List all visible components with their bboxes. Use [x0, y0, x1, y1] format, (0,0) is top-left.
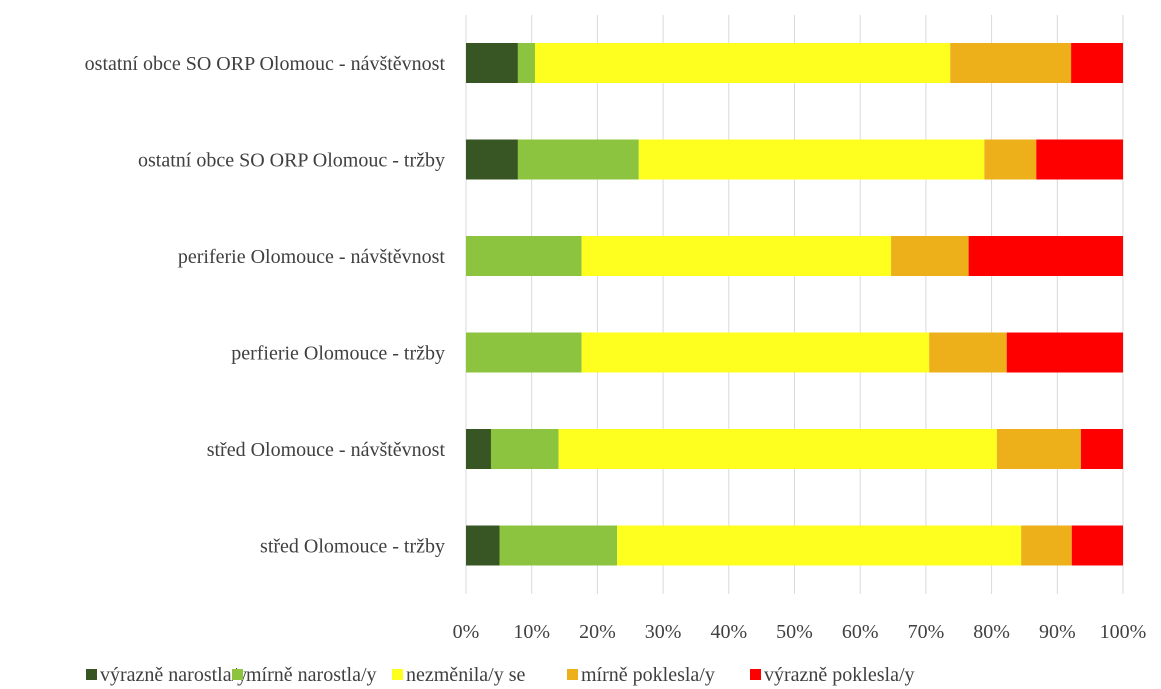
bar-segment	[1071, 43, 1123, 83]
x-tick-label: 30%	[645, 621, 682, 643]
bars	[466, 43, 1123, 566]
bar-segment	[466, 525, 500, 566]
x-tick-label: 50%	[776, 621, 813, 643]
legend-label: mírně poklesla/y	[581, 664, 715, 686]
x-axis-tick-labels: 0% 10% 20% 30% 40% 50% 60% 70% 80% 90% 100%	[453, 621, 1147, 643]
x-tick-label: 100%	[1100, 621, 1147, 643]
bar-segment	[950, 43, 1072, 83]
bar-segment	[968, 236, 1123, 276]
legend-swatch	[86, 669, 97, 680]
bar-segment	[534, 43, 951, 83]
bar-segment	[581, 332, 930, 373]
bar-segment	[466, 332, 582, 373]
bar-segment	[984, 139, 1037, 180]
x-tick-label: 70%	[908, 621, 945, 643]
bar-segment	[466, 43, 518, 83]
bar-segment	[617, 525, 1022, 566]
bar-segment	[466, 236, 582, 276]
category-labels: ostatní obce SO ORP Olomouc - návštěvnos…	[85, 53, 446, 558]
bar-segment	[1080, 429, 1123, 469]
bar-segment	[891, 236, 969, 276]
x-tick-label: 80%	[973, 621, 1010, 643]
x-tick-label: 40%	[710, 621, 747, 643]
bar-segment	[466, 139, 518, 180]
legend-label: výrazně poklesla/y	[764, 664, 915, 686]
bar-segment	[1036, 139, 1123, 180]
x-tick-label: 60%	[842, 621, 879, 643]
bar-segment	[996, 429, 1081, 469]
bar-segment	[581, 236, 892, 276]
legend-swatch	[232, 669, 243, 680]
category-label: střed Olomouce - návštěvnost	[207, 439, 446, 461]
category-label: ostatní obce SO ORP Olomouc - tržby	[138, 150, 445, 172]
legend-label: mírně narostla/y	[246, 664, 377, 686]
x-tick-label: 20%	[579, 621, 616, 643]
legend-label: nezměnila/y se	[406, 664, 526, 686]
x-tick-label: 0%	[453, 621, 480, 643]
bar-segment	[1021, 525, 1072, 566]
legend-swatch	[392, 669, 403, 680]
bar-segment	[929, 332, 1007, 373]
x-tick-label: 90%	[1039, 621, 1076, 643]
bar-segment	[466, 429, 491, 469]
bar-segment	[499, 525, 618, 566]
bar-segment	[517, 43, 535, 83]
bar-segment	[517, 139, 639, 180]
bar-segment	[558, 429, 997, 469]
legend-swatch	[750, 669, 761, 680]
bar-segment	[1006, 332, 1123, 373]
legend-swatch	[567, 669, 578, 680]
gridlines	[465, 15, 1124, 594]
bar-segment	[490, 429, 559, 469]
x-tick-label: 10%	[513, 621, 550, 643]
bar-segment	[1071, 525, 1123, 566]
legend-label: výrazně narostla/y	[100, 664, 247, 686]
category-label: ostatní obce SO ORP Olomouc - návštěvnos…	[85, 53, 446, 75]
category-label: střed Olomouce - tržby	[260, 536, 445, 558]
category-label: perfierie Olomouce - tržby	[231, 343, 445, 365]
bar-segment	[638, 139, 985, 180]
category-label: periferie Olomouce - návštěvnost	[178, 246, 446, 268]
